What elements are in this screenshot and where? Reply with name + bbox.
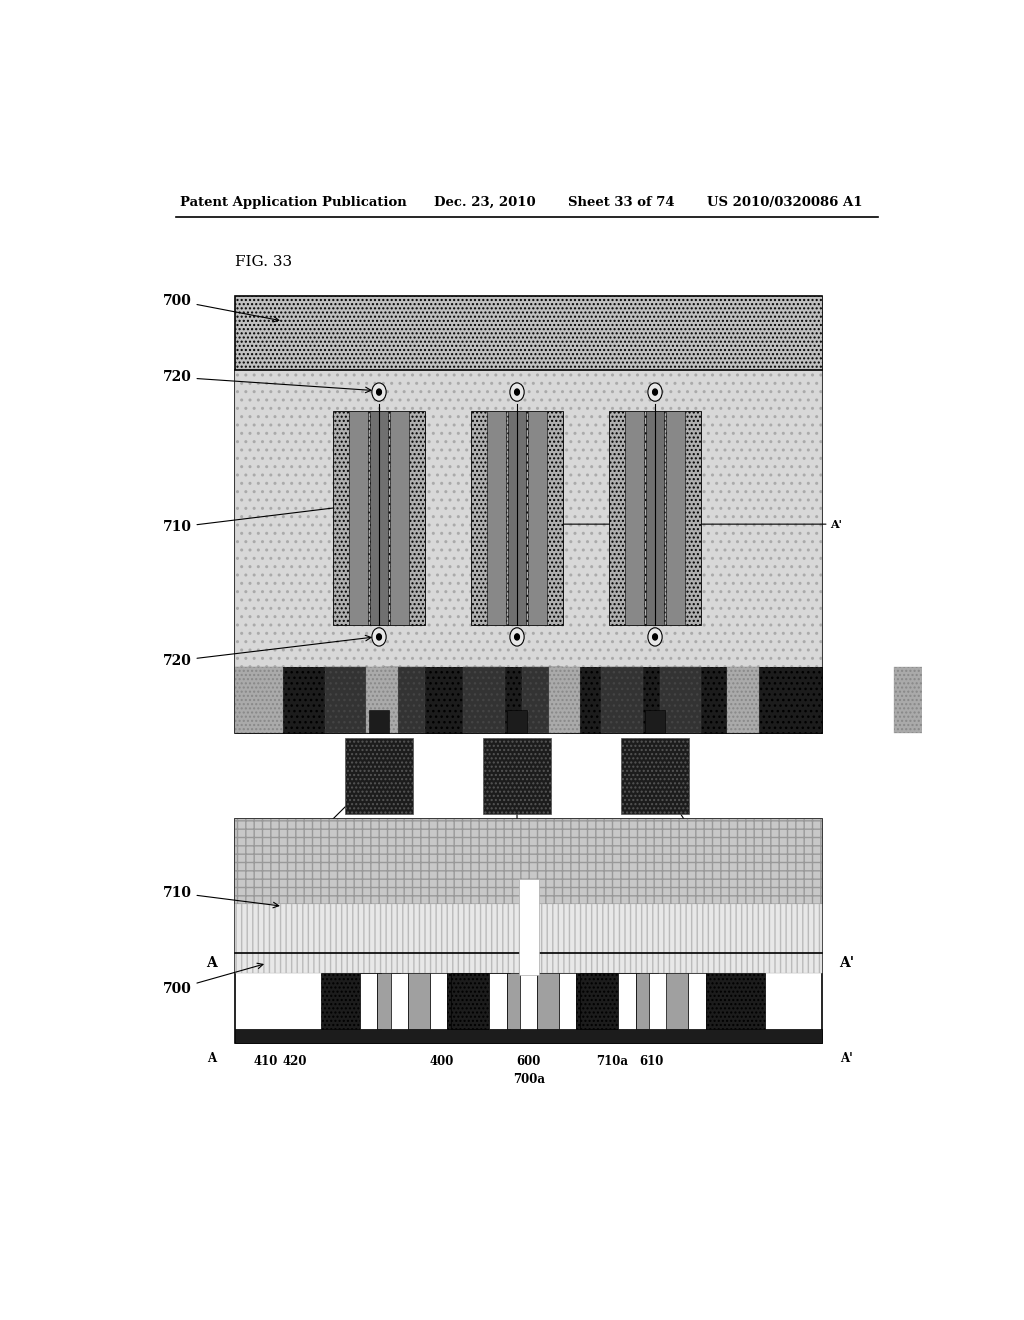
Bar (236, 1030, 822, 1043)
Ellipse shape (515, 389, 519, 395)
Bar (408, 973, 430, 1030)
Text: 420: 420 (283, 1055, 307, 1068)
Ellipse shape (372, 383, 386, 401)
Bar (359, 973, 378, 1030)
Bar (646, 412, 665, 626)
Text: 610: 610 (657, 776, 710, 843)
Bar (521, 667, 562, 733)
Text: A: A (206, 956, 217, 970)
Bar (507, 973, 528, 1030)
Bar (489, 973, 507, 1030)
Text: 600: 600 (503, 777, 531, 843)
Text: A: A (207, 1052, 216, 1065)
Bar (236, 296, 822, 733)
Bar (659, 667, 700, 733)
Bar (236, 667, 822, 733)
Ellipse shape (652, 634, 657, 640)
Bar (349, 412, 368, 626)
Bar (471, 412, 562, 626)
Ellipse shape (510, 628, 524, 645)
Text: 720: 720 (163, 635, 371, 668)
Bar (322, 973, 381, 1030)
Bar (236, 370, 822, 667)
Bar (649, 973, 667, 1030)
Ellipse shape (648, 628, 663, 645)
Bar (618, 973, 636, 1030)
Bar (236, 904, 822, 973)
Bar (369, 710, 389, 733)
Text: 410: 410 (253, 1055, 278, 1068)
Text: FIG. 33: FIG. 33 (236, 255, 292, 269)
Text: A': A' (830, 519, 842, 529)
Bar (236, 953, 822, 973)
Bar (464, 667, 505, 733)
Ellipse shape (372, 628, 386, 645)
Text: A': A' (840, 1052, 853, 1065)
Bar (666, 973, 688, 1030)
Bar (236, 296, 822, 370)
Bar (367, 667, 397, 733)
Bar (370, 412, 388, 626)
Ellipse shape (648, 383, 663, 401)
Text: 610: 610 (640, 1055, 664, 1068)
Bar (334, 412, 425, 626)
Text: A': A' (839, 956, 854, 970)
Bar (520, 973, 538, 1030)
Bar (667, 412, 685, 626)
Bar (549, 667, 581, 733)
Bar (621, 738, 689, 814)
Bar (706, 973, 765, 1030)
Bar (487, 412, 506, 626)
Bar (236, 667, 283, 733)
Bar (528, 412, 547, 626)
Bar (326, 667, 367, 733)
Bar (559, 973, 577, 1030)
Text: Patent Application Publication: Patent Application Publication (179, 195, 407, 209)
Text: 700: 700 (163, 293, 279, 322)
Bar (580, 973, 639, 1030)
Bar (384, 667, 425, 733)
Bar (391, 973, 409, 1030)
Text: Sheet 33 of 74: Sheet 33 of 74 (568, 195, 675, 209)
Text: 700a: 700a (513, 1073, 545, 1086)
Bar (378, 973, 399, 1030)
Ellipse shape (510, 383, 524, 401)
Text: 600: 600 (516, 1055, 541, 1068)
Text: A: A (497, 519, 505, 529)
Text: 710: 710 (163, 502, 367, 535)
Text: Dec. 23, 2010: Dec. 23, 2010 (433, 195, 536, 209)
Text: 710: 710 (163, 886, 279, 908)
Text: 420: 420 (301, 776, 376, 843)
Bar (609, 412, 700, 626)
Text: 400: 400 (429, 1055, 454, 1068)
Bar (626, 412, 644, 626)
Bar (645, 710, 666, 733)
Bar (519, 879, 539, 975)
Bar (636, 973, 658, 1030)
Bar (447, 973, 507, 1030)
Bar (236, 818, 822, 953)
Ellipse shape (515, 634, 519, 640)
Bar (601, 667, 642, 733)
Bar (451, 973, 510, 1030)
Text: US 2010/0320086 A1: US 2010/0320086 A1 (708, 195, 863, 209)
Bar (507, 710, 527, 733)
Bar (894, 667, 934, 733)
Ellipse shape (652, 389, 657, 395)
Bar (577, 973, 636, 1030)
Bar (430, 973, 447, 1030)
Bar (537, 973, 559, 1030)
Bar (390, 412, 409, 626)
Bar (508, 412, 526, 626)
Bar (688, 973, 706, 1030)
Text: 700: 700 (163, 964, 263, 995)
Ellipse shape (377, 389, 381, 395)
Bar (727, 667, 759, 733)
Bar (483, 738, 551, 814)
Bar (236, 818, 822, 1043)
Ellipse shape (377, 634, 381, 640)
Bar (345, 738, 413, 814)
Text: 720: 720 (163, 370, 371, 393)
Text: 710a: 710a (596, 1055, 628, 1068)
